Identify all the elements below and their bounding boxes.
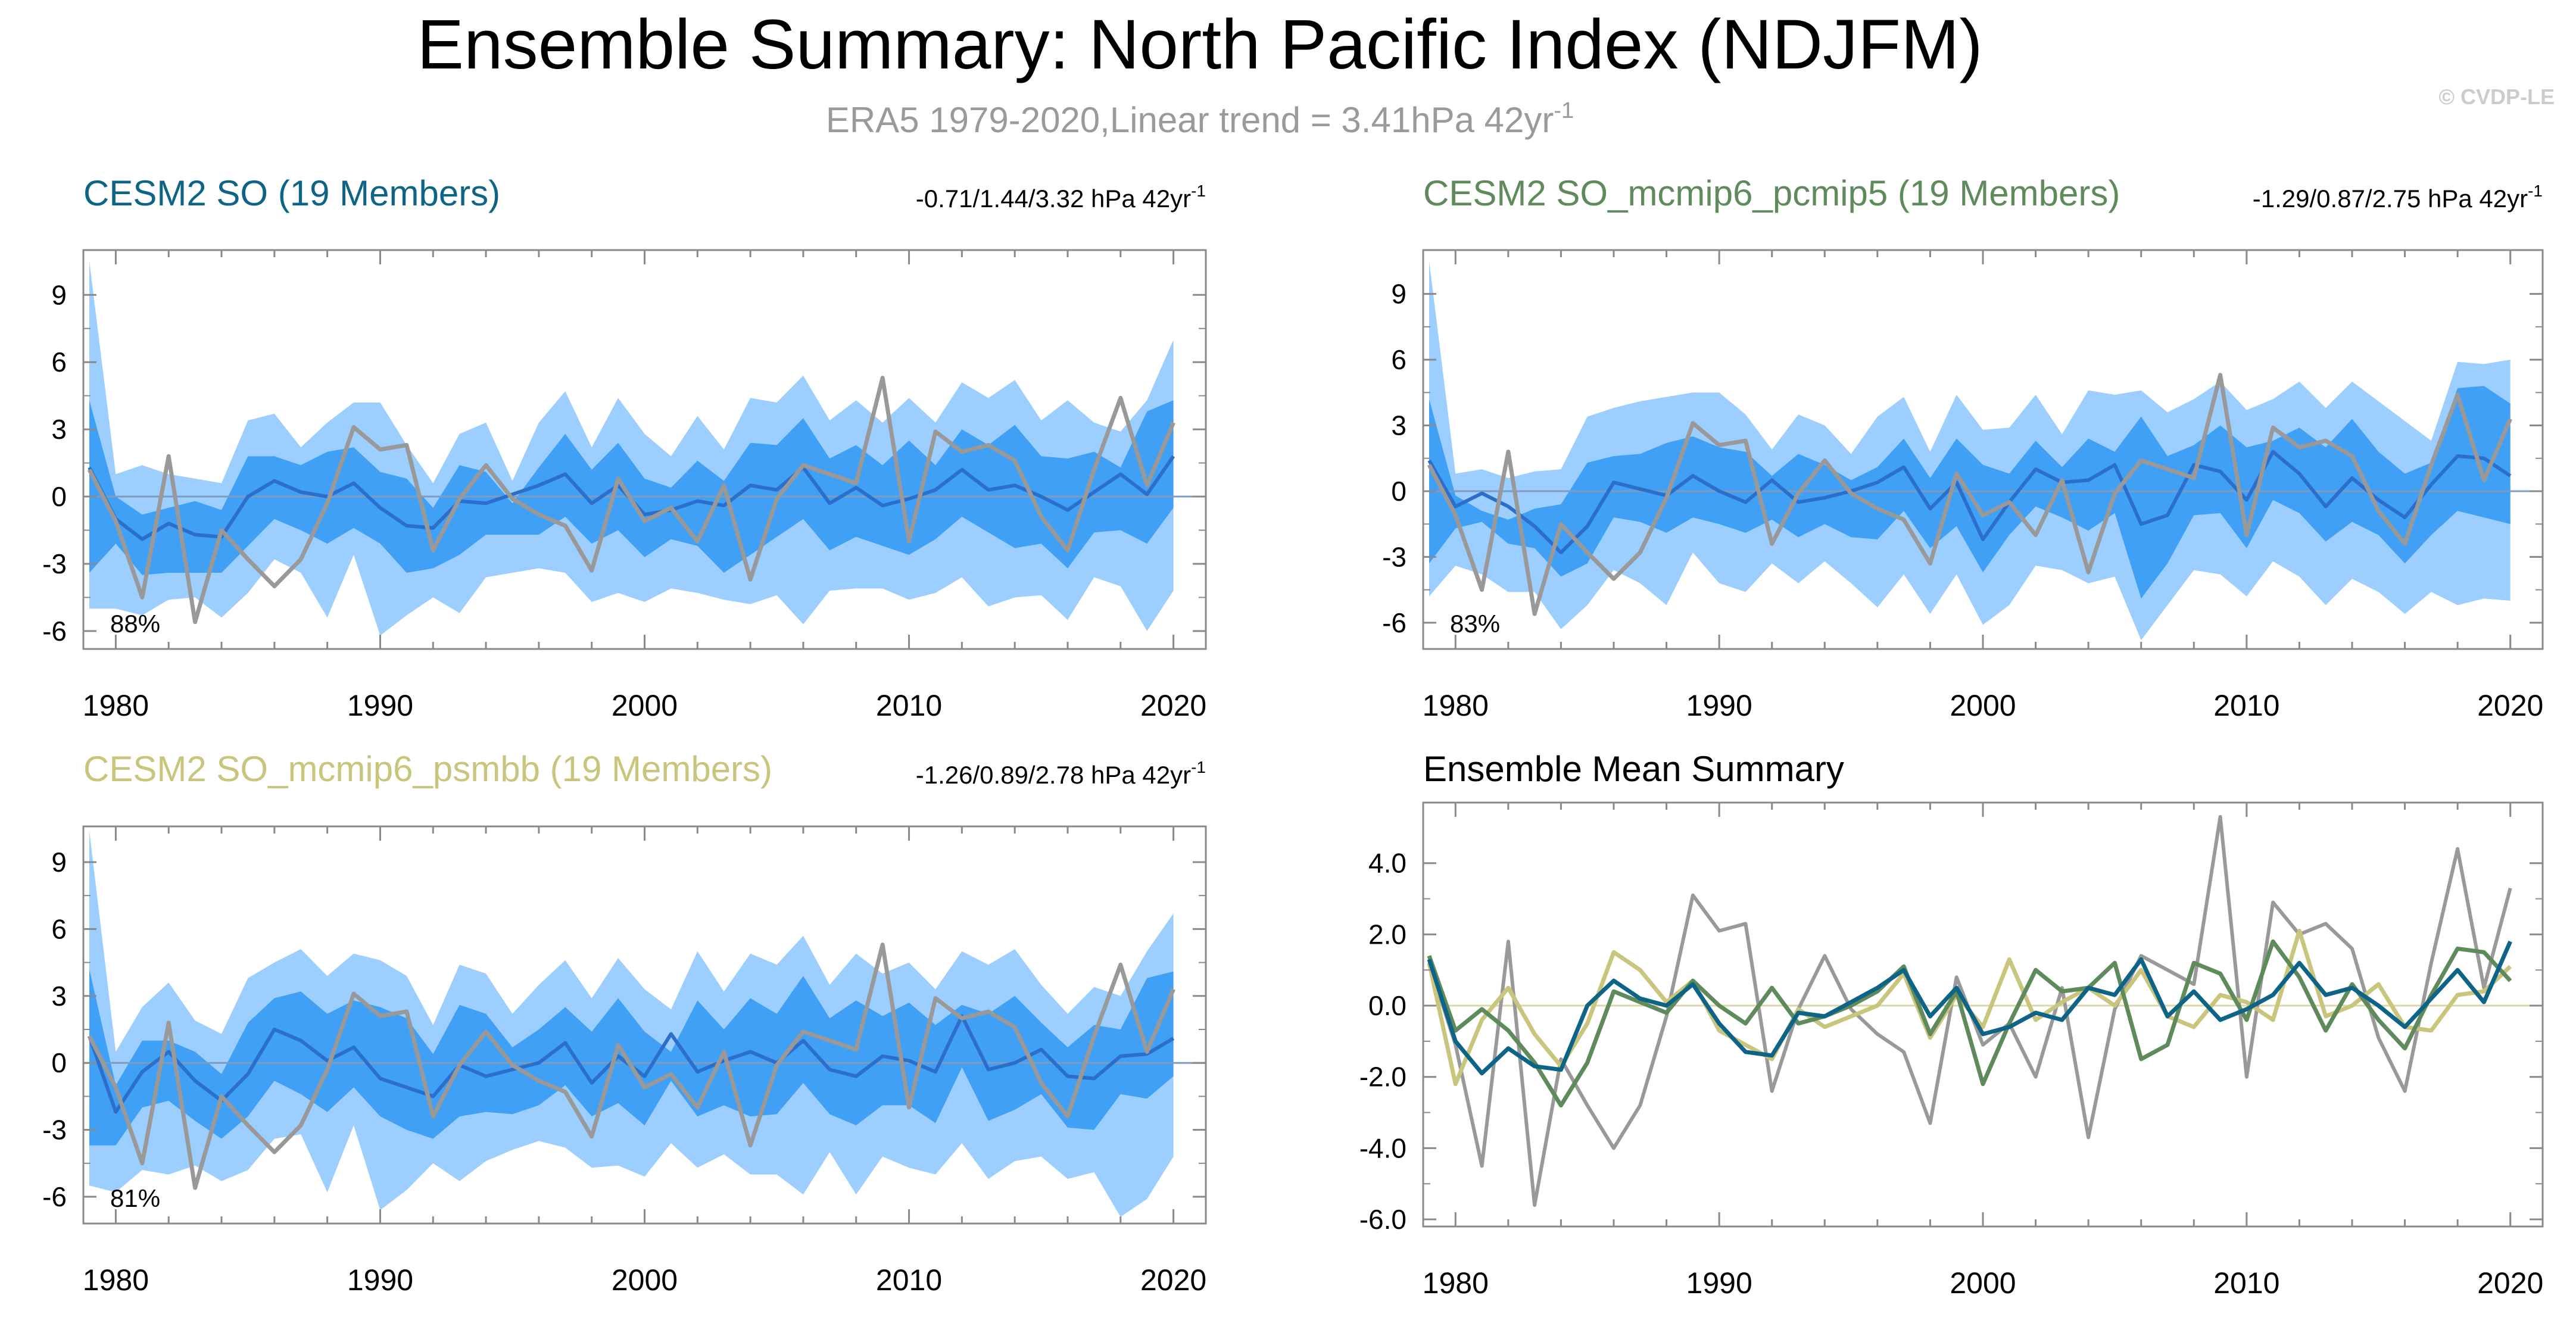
x-tick-label: 1990 <box>347 689 413 722</box>
panel-ensemble-mean-summary: Ensemble Mean Summary -6.0 -4.0 -2.0 0.0 2.0 4… <box>1359 749 2544 1300</box>
x-tick-label: 2010 <box>876 689 942 722</box>
panel-title: CESM2 SO_mcmip6_pcmip5 (19 Members) <box>1423 173 2120 213</box>
trend-label: -1.26/0.89/2.78 hPa 42yr-1 <box>916 758 1206 789</box>
y-tick-label: 0 <box>51 1047 67 1078</box>
observed-line <box>1427 373 2512 616</box>
x-tick-label: 2000 <box>612 689 678 722</box>
x-tick-label: 1980 <box>83 689 149 722</box>
y-tick-label: -3 <box>1382 541 1406 572</box>
y-tick-label: 6 <box>51 347 67 377</box>
y-tick-label: 3 <box>51 981 67 1012</box>
y-tick-label: 6 <box>51 913 67 944</box>
x-tick-label: 2020 <box>2477 1266 2543 1300</box>
y-tick-label: -6 <box>42 1181 67 1212</box>
y-tick-label: 9 <box>1391 279 1406 310</box>
trend-label: -1.29/0.87/2.75 hPa 42yr-1 <box>2253 182 2543 213</box>
trend-label: -0.71/1.44/3.32 hPa 42yr-1 <box>916 182 1206 213</box>
x-tick-label: 2000 <box>612 1263 678 1297</box>
x-tick-label: 2010 <box>876 1263 942 1297</box>
ensemble-mean-line <box>1427 450 2512 554</box>
x-tick-label: 2020 <box>1140 1263 1206 1297</box>
y-tick-label: 6 <box>1391 344 1406 375</box>
series-line <box>1427 939 2512 1108</box>
y-tick-label: -6 <box>42 616 67 647</box>
y-tick-label: -6.0 <box>1359 1204 1406 1235</box>
figure-title: Ensemble Summary: North Pacific Index (N… <box>417 5 1982 84</box>
panel-cesm2-so: CESM2 SO (19 Members) -0.71/1.44/3.32 hPa… <box>42 173 1207 722</box>
y-tick-label: 0 <box>1391 476 1406 507</box>
observed-line <box>87 943 1175 1190</box>
x-tick-label: 1990 <box>1686 1266 1752 1300</box>
x-tick-label: 2010 <box>2213 689 2279 722</box>
y-tick-label: -2.0 <box>1359 1062 1406 1093</box>
x-tick-label: 1980 <box>83 1263 149 1297</box>
y-tick-label: 9 <box>51 847 67 878</box>
y-tick-label: 3 <box>1391 410 1406 441</box>
panel-cesm2-so-pcmip5: CESM2 SO_mcmip6_pcmip5 (19 Members) -1.29… <box>1382 173 2544 722</box>
panel-title: CESM2 SO (19 Members) <box>83 173 500 213</box>
figure-subtitle: ERA5 1979-2020,Linear trend = 3.41hPa 42… <box>826 98 1574 140</box>
percent-label: 81% <box>110 1184 160 1212</box>
x-tick-label: 2000 <box>1950 689 2016 722</box>
y-tick-label: -4.0 <box>1359 1132 1406 1163</box>
inner-spread-band <box>89 969 1174 1146</box>
panel-title: Ensemble Mean Summary <box>1423 749 1844 789</box>
outer-spread-band <box>1429 261 2510 641</box>
y-tick-label: 0 <box>51 481 67 512</box>
series-line <box>1427 940 2512 1076</box>
x-tick-label: 2020 <box>2477 689 2543 722</box>
y-tick-label: 4.0 <box>1368 848 1406 879</box>
y-tick-label: 9 <box>51 279 67 310</box>
percent-label: 83% <box>1450 610 1500 638</box>
x-tick-label: 2000 <box>1950 1266 2016 1300</box>
watermark: © CVDP-LE <box>2438 85 2555 109</box>
x-tick-label: 2020 <box>1140 689 1206 722</box>
y-tick-label: 3 <box>51 414 67 445</box>
y-tick-label: -3 <box>42 548 67 579</box>
y-tick-label: -3 <box>42 1115 67 1146</box>
x-tick-label: 1980 <box>1423 689 1489 722</box>
x-tick-label: 1990 <box>347 1263 413 1297</box>
observed-line <box>87 376 1175 625</box>
percent-label: 88% <box>110 610 160 638</box>
panel-title: CESM2 SO_mcmip6_psmbb (19 Members) <box>83 749 772 789</box>
panel-cesm2-so-psmbb: CESM2 SO_mcmip6_psmbb (19 Members) -1.26/… <box>42 749 1207 1297</box>
x-tick-label: 2010 <box>2213 1266 2279 1300</box>
y-tick-label: -6 <box>1382 607 1406 638</box>
x-tick-label: 1980 <box>1423 1266 1489 1300</box>
inner-spread-band <box>89 400 1174 575</box>
x-tick-label: 1990 <box>1686 689 1752 722</box>
y-tick-label: 0.0 <box>1368 990 1406 1021</box>
y-tick-label: 2.0 <box>1368 919 1406 950</box>
